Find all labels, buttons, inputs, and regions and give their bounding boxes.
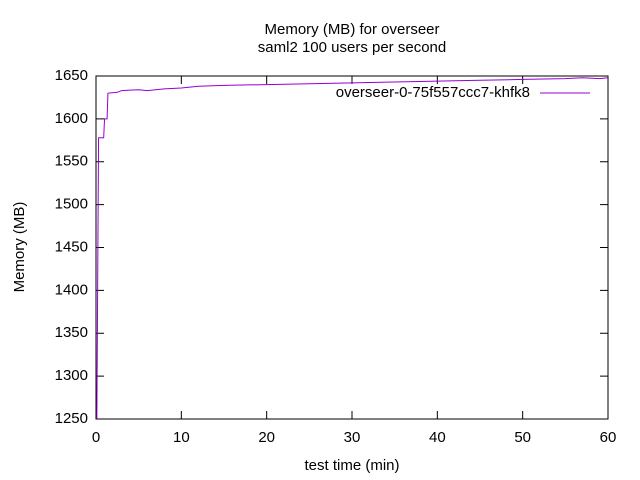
y-tick-label: 1400 xyxy=(55,281,88,298)
y-tick-label: 1450 xyxy=(55,238,88,255)
x-tick-label: 30 xyxy=(344,429,361,446)
y-tick-label: 1550 xyxy=(55,153,88,170)
y-tick-label: 1300 xyxy=(55,367,88,384)
x-tick-label: 40 xyxy=(429,429,446,446)
y-tick-label: 1650 xyxy=(55,67,88,84)
legend-label: overseer-0-75f557ccc7-khfk8 xyxy=(336,84,530,101)
y-tick-label: 1500 xyxy=(55,196,88,213)
y-tick-label: 1250 xyxy=(55,410,88,427)
series-line xyxy=(96,77,609,420)
x-tick-label: 10 xyxy=(173,429,190,446)
x-tick-label: 50 xyxy=(514,429,531,446)
x-axis-label: test time (min) xyxy=(304,457,399,474)
plot-border xyxy=(95,75,609,420)
x-tick-label: 0 xyxy=(92,429,100,446)
chart-title: Memory (MB) for overseer xyxy=(264,21,439,38)
y-axis-label: Memory (MB) xyxy=(11,202,28,293)
chart-subtitle: saml2 100 users per second xyxy=(258,39,446,56)
x-tick-label: 20 xyxy=(258,429,275,446)
y-tick-label: 1600 xyxy=(55,110,88,127)
y-tick-label: 1350 xyxy=(55,324,88,341)
x-tick-label: 60 xyxy=(600,429,617,446)
